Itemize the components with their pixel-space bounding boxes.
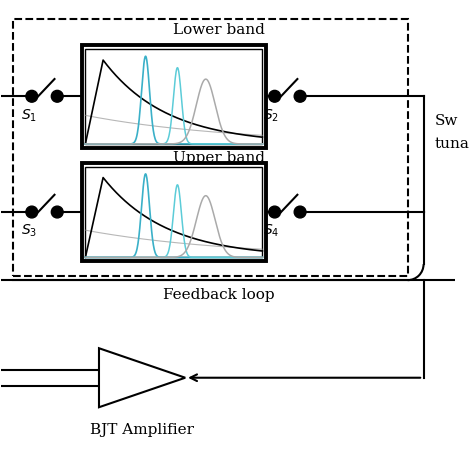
Text: Feedback loop: Feedback loop <box>164 288 275 302</box>
Text: $S_1$: $S_1$ <box>20 107 36 124</box>
Circle shape <box>26 206 38 218</box>
Circle shape <box>294 206 306 218</box>
Text: $S_2$: $S_2$ <box>264 107 280 124</box>
Bar <box>85 167 263 257</box>
Text: Lower band: Lower band <box>173 23 265 37</box>
Circle shape <box>51 206 63 218</box>
Bar <box>13 19 408 275</box>
Polygon shape <box>99 348 185 407</box>
Circle shape <box>294 91 306 102</box>
Text: $S_3$: $S_3$ <box>20 223 36 239</box>
Text: $S_4$: $S_4$ <box>264 223 280 239</box>
Circle shape <box>26 91 38 102</box>
Text: Sw: Sw <box>435 114 458 128</box>
Circle shape <box>269 206 281 218</box>
Bar <box>82 163 266 261</box>
Text: tuna: tuna <box>435 137 470 151</box>
Bar <box>85 49 263 144</box>
Text: BJT Amplifier: BJT Amplifier <box>90 423 194 437</box>
Circle shape <box>51 91 63 102</box>
Text: Upper band: Upper band <box>173 151 265 164</box>
Bar <box>82 45 266 147</box>
Circle shape <box>269 91 281 102</box>
